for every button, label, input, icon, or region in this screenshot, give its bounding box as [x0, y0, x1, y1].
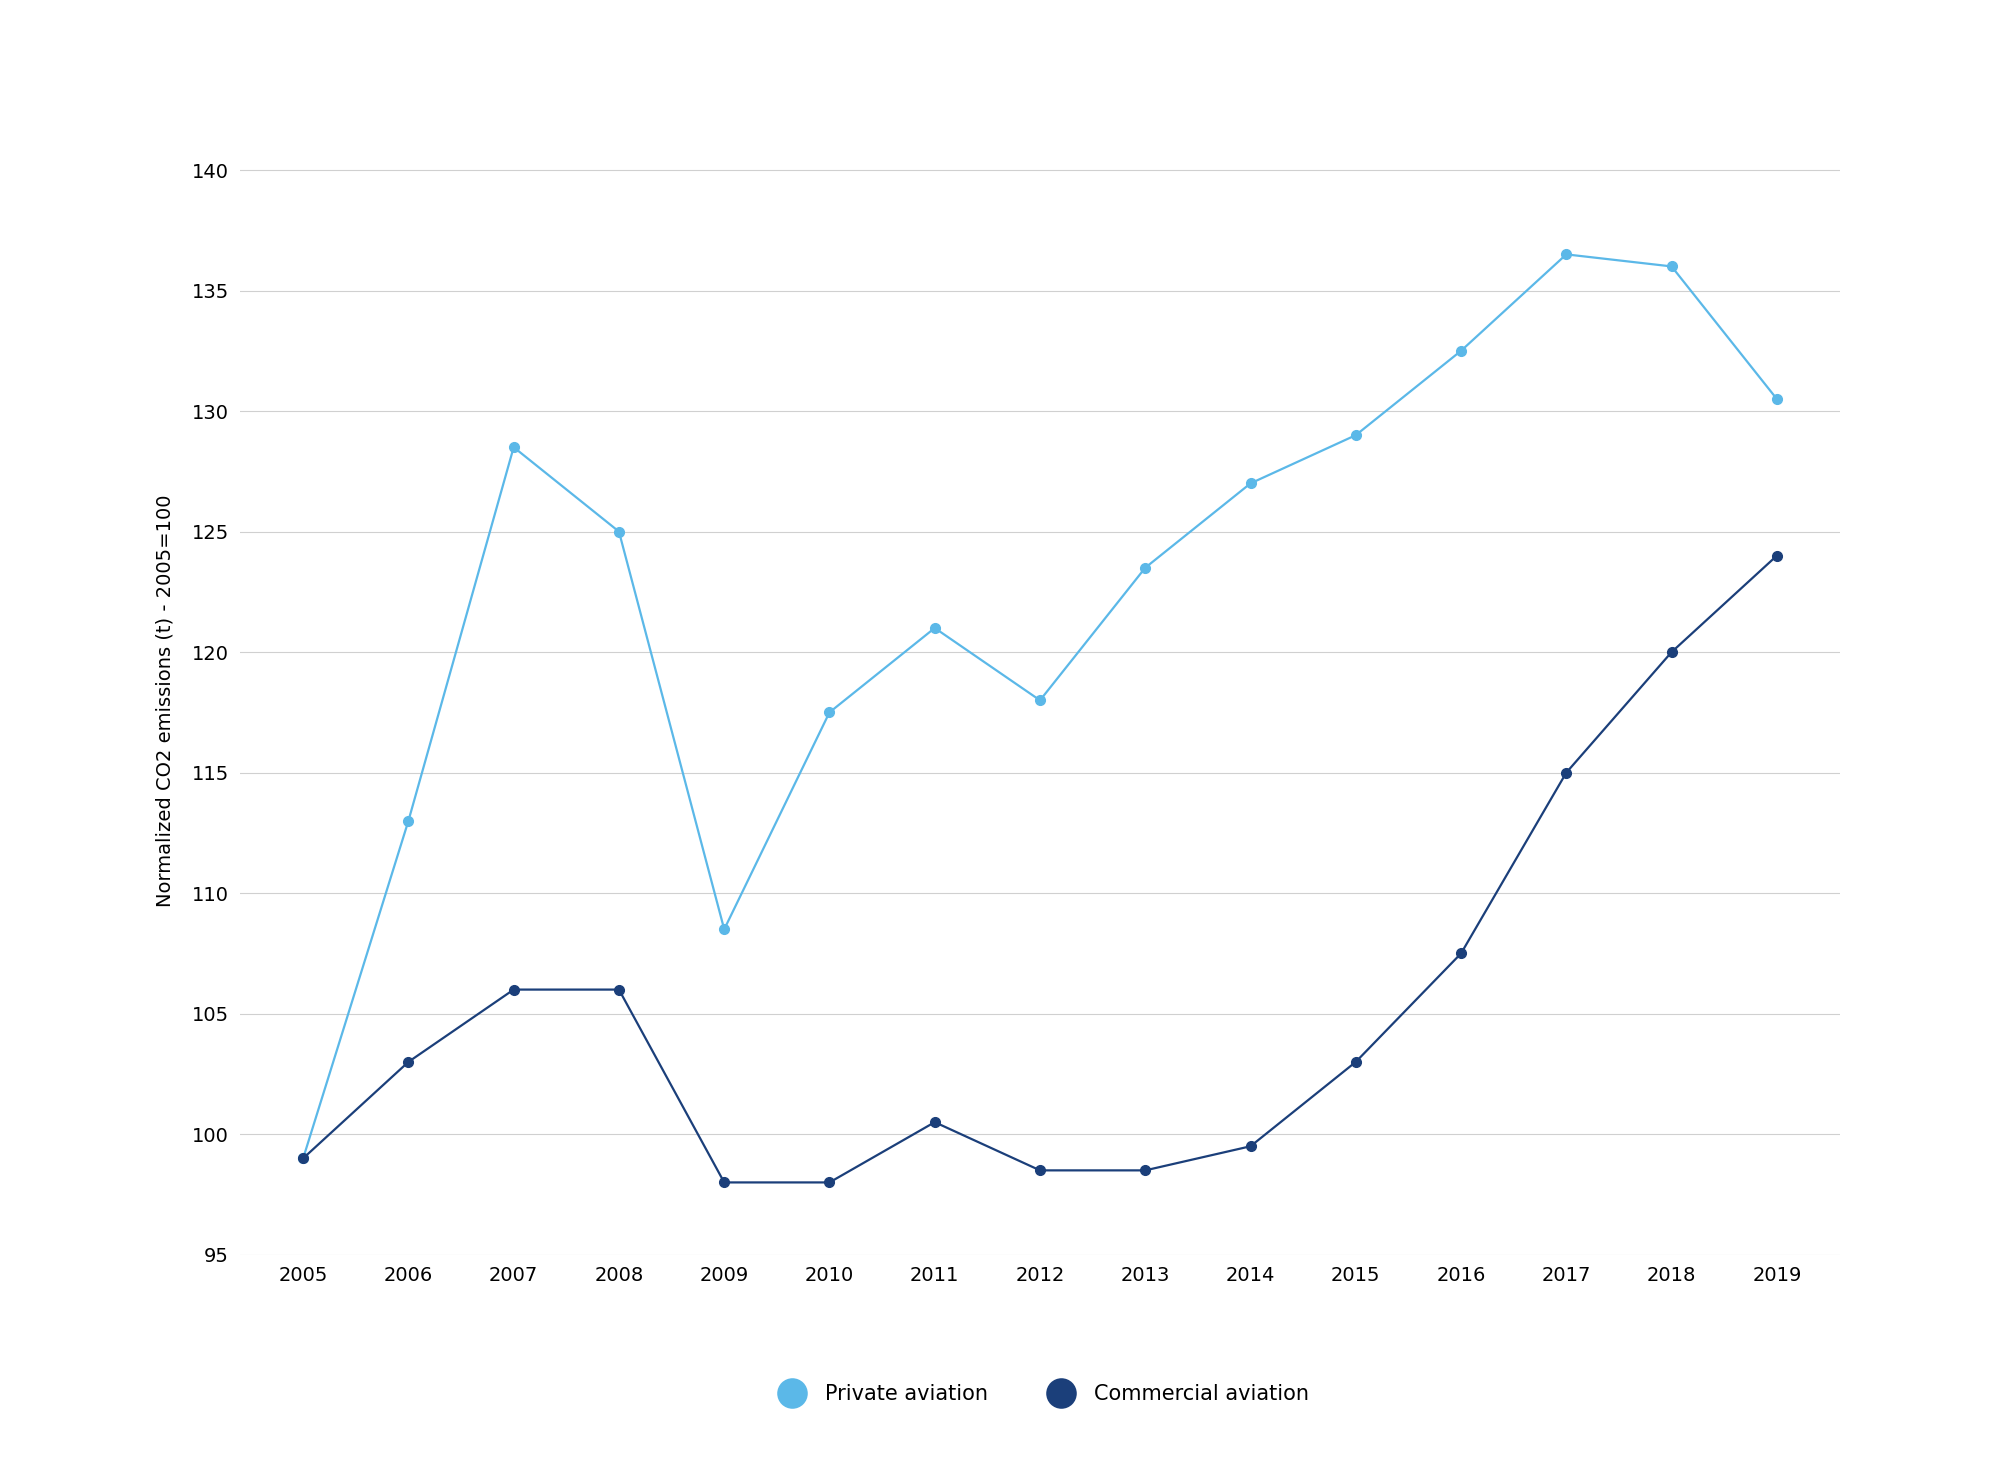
Private aviation: [1764, 390, 1788, 407]
Commercial aviation: [1028, 1161, 1052, 1179]
Commercial aviation: [502, 980, 526, 998]
Private aviation: [606, 522, 630, 540]
Commercial aviation: [1764, 547, 1788, 565]
Commercial aviation: [1344, 1053, 1368, 1071]
Line: Commercial aviation: Commercial aviation: [298, 552, 1782, 1188]
Commercial aviation: [818, 1173, 842, 1191]
Legend: Private aviation, Commercial aviation: Private aviation, Commercial aviation: [762, 1376, 1318, 1412]
Commercial aviation: [396, 1053, 420, 1071]
Commercial aviation: [712, 1173, 736, 1191]
Private aviation: [1554, 245, 1578, 263]
Private aviation: [1028, 692, 1052, 709]
Private aviation: [1238, 474, 1262, 492]
Commercial aviation: [292, 1150, 316, 1167]
Private aviation: [292, 1150, 316, 1167]
Private aviation: [1450, 341, 1474, 359]
Private aviation: [922, 619, 946, 636]
Commercial aviation: [1660, 643, 1684, 661]
Commercial aviation: [1450, 944, 1474, 961]
Private aviation: [396, 813, 420, 830]
Private aviation: [502, 439, 526, 457]
Commercial aviation: [606, 980, 630, 998]
Commercial aviation: [1554, 765, 1578, 782]
Private aviation: [818, 703, 842, 721]
Private aviation: [1344, 426, 1368, 444]
Private aviation: [1660, 258, 1684, 276]
Private aviation: [1134, 559, 1158, 576]
Commercial aviation: [922, 1113, 946, 1131]
Commercial aviation: [1238, 1138, 1262, 1156]
Y-axis label: Normalized CO2 emissions (t) - 2005=100: Normalized CO2 emissions (t) - 2005=100: [156, 495, 174, 906]
Private aviation: [712, 921, 736, 938]
Commercial aviation: [1134, 1161, 1158, 1179]
Line: Private aviation: Private aviation: [298, 249, 1782, 1163]
